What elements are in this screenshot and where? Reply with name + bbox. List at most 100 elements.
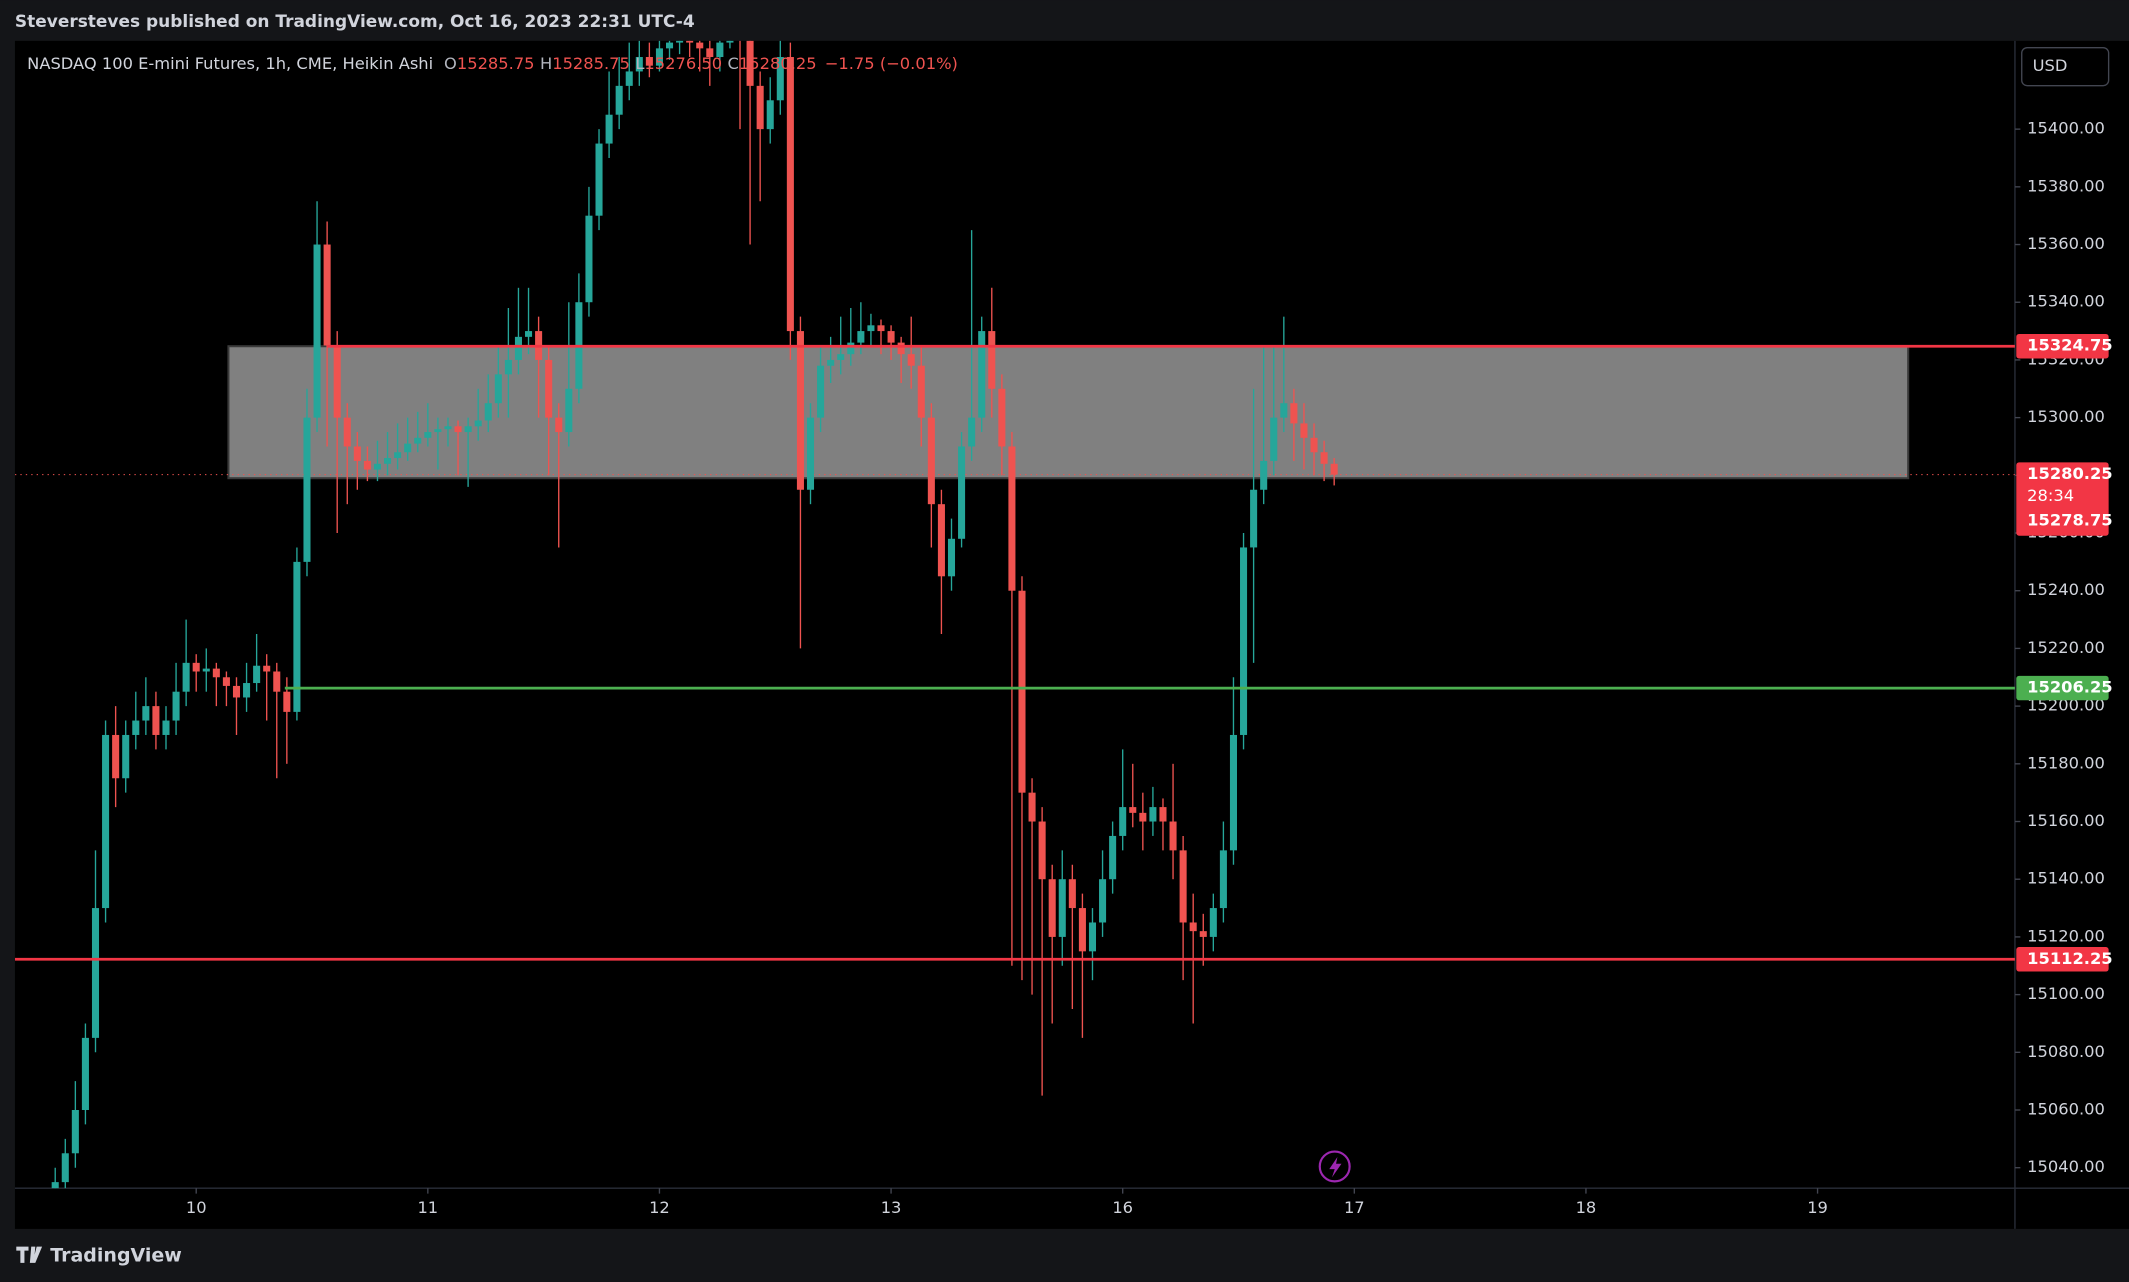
overlay: NASDAQ 100 E-mini Futures, 1h, CME, Heik…	[27, 53, 2113, 1217]
candle-body	[867, 325, 875, 332]
y-tick-label: 15180.00	[2027, 753, 2105, 772]
candle-body	[464, 426, 472, 433]
ohlc-key: O	[444, 53, 457, 72]
change: −1.75 (−0.01%)	[825, 53, 958, 72]
publish-header: Steversteves published on TradingView.co…	[15, 12, 695, 32]
candle-body	[1219, 850, 1227, 909]
candle-body	[444, 426, 452, 430]
candle-body	[786, 57, 794, 332]
candle-body	[1300, 423, 1308, 438]
y-tick-label: 15400.00	[2027, 119, 2105, 138]
lightning-bolt	[1329, 1156, 1342, 1178]
candle-body	[766, 100, 774, 130]
candle-body	[1310, 437, 1318, 453]
currency-button[interactable]	[2021, 46, 2110, 87]
candle-body	[263, 665, 271, 672]
footer-brand: TradingView	[50, 1245, 182, 1267]
candle-body	[212, 668, 220, 678]
candle-body	[81, 1037, 89, 1111]
ohlc-value: 15280.25	[739, 53, 817, 72]
x-tick-label: 11	[417, 1198, 438, 1217]
y-tick-label: 15040.00	[2027, 1157, 2105, 1176]
candle-body	[615, 85, 623, 115]
price-label: 15280.25	[2027, 464, 2113, 483]
candle-body	[1320, 452, 1328, 464]
candle-body	[877, 325, 885, 332]
candle-body	[192, 662, 200, 672]
lightning-icon[interactable]	[1318, 1150, 1351, 1183]
candle-body	[1330, 463, 1338, 475]
candle-body	[1209, 908, 1217, 937]
candle-body	[484, 403, 492, 421]
candle-body	[796, 331, 804, 490]
candle-body	[887, 331, 895, 343]
candle-body	[313, 244, 321, 418]
candle-body	[958, 446, 966, 539]
candle-body	[494, 374, 502, 404]
time-axis	[14, 1188, 2015, 1229]
candle-body	[1270, 417, 1278, 461]
candle-body	[1048, 879, 1056, 937]
candle-body	[625, 71, 633, 86]
candle-body	[122, 734, 130, 779]
countdown: 28:34	[2027, 486, 2074, 505]
candle-body	[454, 426, 462, 433]
ohlc-value: 15285.75	[552, 53, 630, 72]
candle-body	[71, 1110, 79, 1154]
candle-body	[202, 668, 210, 672]
candle-body	[1109, 835, 1117, 880]
y-tick-label: 15240.00	[2027, 580, 2105, 599]
candle-body	[1119, 807, 1127, 836]
candle-body	[102, 734, 110, 909]
candle-body	[132, 720, 140, 735]
level-label-bg	[2016, 947, 2109, 972]
candle-body	[746, 40, 754, 86]
y-tick-label: 15360.00	[2027, 234, 2105, 253]
candle-body	[373, 463, 381, 470]
candle-body	[434, 429, 442, 433]
x-tick-label: 10	[186, 1198, 207, 1217]
candle-body	[1260, 460, 1268, 490]
candle-body	[283, 691, 291, 712]
candle-body	[1229, 734, 1237, 851]
x-tick-label: 17	[1344, 1198, 1365, 1217]
y-tick-label: 15340.00	[2027, 292, 2105, 311]
candle-body	[1179, 850, 1187, 923]
candle-body	[686, 40, 694, 43]
candle-body	[857, 331, 865, 343]
y-tick-label: 15220.00	[2027, 638, 2105, 657]
candle-body	[978, 331, 986, 418]
candle-body	[676, 40, 684, 43]
candle-body	[1240, 547, 1248, 735]
ohlc-value: 15276.50	[644, 53, 722, 72]
candle-body	[635, 57, 643, 72]
candle-body	[947, 538, 956, 577]
candle-body	[645, 57, 653, 66]
level-label: 15112.25	[2027, 949, 2113, 968]
candle-body	[343, 417, 351, 447]
candle-body	[1129, 807, 1137, 813]
x-tick-label: 12	[649, 1198, 670, 1217]
x-tick-label: 19	[1807, 1198, 1828, 1217]
candle-body	[565, 388, 573, 433]
second-price-label: 15278.75	[2027, 510, 2113, 529]
candle-body	[595, 143, 603, 216]
currency-label: USD	[2033, 56, 2068, 75]
candle-body	[1280, 403, 1288, 418]
y-tick-label: 15380.00	[2027, 176, 2105, 195]
candle-body	[1008, 446, 1016, 591]
candle-body	[152, 706, 160, 735]
candle-body	[837, 354, 845, 360]
candle-body	[1078, 908, 1086, 952]
candle-body	[1169, 821, 1177, 851]
candle-body	[504, 359, 512, 375]
level-label-bg	[2016, 675, 2109, 701]
zone	[227, 345, 1910, 480]
candle-body	[897, 342, 905, 355]
candle-body	[61, 1153, 69, 1183]
x-tick-label: 16	[1112, 1198, 1133, 1217]
candle-body	[1250, 489, 1258, 548]
candle-body	[172, 691, 180, 721]
candle-body	[937, 504, 945, 577]
candle-body	[665, 42, 674, 49]
